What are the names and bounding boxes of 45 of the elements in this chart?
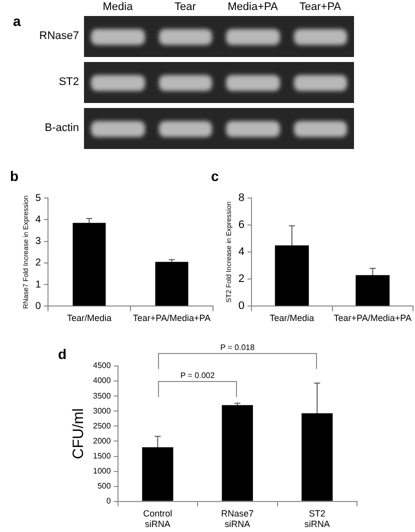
y-tick-label: 3	[35, 236, 42, 248]
x-tick-label: RNase7 siRNA	[221, 508, 254, 530]
y-tick-label: 1	[35, 279, 42, 290]
bar	[142, 447, 174, 501]
y-tick-label: 0	[238, 300, 245, 312]
bar	[222, 405, 253, 501]
y-tick-label: 1500	[93, 451, 112, 460]
y-tick-label: 2000	[93, 436, 112, 446]
category-label: B-actin	[44, 122, 79, 134]
category-label: Tear	[174, 1, 196, 14]
category-label: Media+PA	[228, 1, 278, 14]
y-tick-label: 1000	[93, 466, 112, 476]
y-tick-label: 2	[35, 258, 42, 269]
y-tick-label: 4500	[93, 361, 112, 370]
x-tick-label: Tear+PA/Media+PA	[334, 313, 412, 324]
x-tick-label: Tear/Media	[270, 313, 314, 324]
x-tick-label: ST2 siRNA	[304, 508, 330, 530]
y-tick-label: 0	[106, 496, 112, 506]
category-label: Media	[102, 1, 133, 14]
category-label: Tear+PA	[299, 1, 342, 14]
chart-title: b	[10, 168, 19, 184]
y-tick-label: 4	[35, 214, 42, 226]
y-tick-label: 2500	[93, 421, 112, 430]
category-label: RNase7	[39, 30, 79, 42]
y-tick-label: 6	[238, 219, 245, 232]
y-tick-label: 500	[97, 482, 112, 491]
y-tick-label: 3500	[93, 391, 112, 400]
x-tick-label: Tear/Media	[66, 313, 112, 324]
category-label: ST2	[58, 76, 79, 88]
y-tick-label: 4	[238, 246, 245, 258]
y-tick-label: 0	[35, 300, 42, 312]
chart-title: c	[211, 168, 219, 184]
y-tick-label: 5	[35, 192, 42, 204]
y-tick-label: 4000	[93, 376, 112, 386]
x-tick-label: Control siRNA	[143, 508, 172, 530]
y-tick-label: 2	[238, 273, 245, 286]
y-tick-label: 8	[238, 192, 245, 204]
chart-title: d	[58, 346, 67, 362]
bar	[302, 413, 333, 501]
x-tick-label: Tear+PA/Media+PA	[132, 313, 211, 324]
y-axis-title: CFU/ml	[70, 408, 88, 460]
text: a	[13, 13, 21, 29]
annotation: P = 0.002	[180, 371, 215, 380]
text: P = 0.018	[220, 343, 255, 352]
y-tick-label: 3000	[93, 406, 112, 416]
